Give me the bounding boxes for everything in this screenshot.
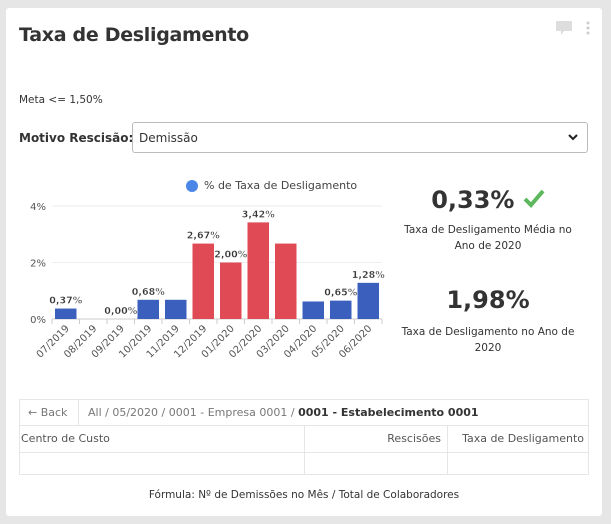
column-header-taxa[interactable]: Taxa de Desligamento (462, 432, 584, 445)
stat-ano-value: 1,98% (446, 286, 530, 314)
breadcrumb: All / 05/2020 / 0001 - Empresa 0001 / 00… (88, 406, 479, 419)
column-header-centro[interactable]: Centro de Custo (20, 426, 305, 452)
widget-card: Taxa de Desligamento Meta <= 1,50% Motiv… (6, 8, 602, 516)
more-options-icon[interactable] (586, 20, 590, 39)
data-label: 0,68% (132, 287, 165, 298)
bar[interactable] (275, 243, 297, 319)
widget-title: Taxa de Desligamento (19, 24, 249, 46)
y-tick-label: 4% (30, 202, 46, 213)
bar[interactable] (330, 300, 352, 319)
stat-ano-label: Taxa de Desligamento no Ano de 2020 (401, 326, 575, 354)
data-label: 2,00% (214, 250, 247, 261)
meta-text: Meta <= 1,50% (19, 94, 103, 106)
motivo-label: Motivo Rescisão: (19, 131, 134, 145)
legend-dot (186, 179, 198, 192)
data-label: 1,28% (352, 270, 385, 281)
bar[interactable] (220, 262, 242, 320)
bar[interactable] (165, 299, 187, 319)
motivo-value: Demissão (139, 131, 198, 145)
data-label: 0,65% (324, 288, 357, 299)
stat-ano: 1,98% Taxa de Desligamento no Ano de 202… (396, 286, 580, 356)
column-header-rescisoes[interactable]: Rescisões (305, 426, 448, 452)
bar[interactable] (137, 299, 160, 319)
drilldown-table: ← Back All / 05/2020 / 0001 - Empresa 00… (19, 399, 589, 475)
bar-chart: 0%2%4%0,37%07/201908/20190,00%09/20190,6… (30, 202, 385, 360)
stat-media: 0,33% Taxa de Desligamento Média no Ano … (396, 186, 580, 254)
stat-media-value: 0,33% (431, 186, 515, 214)
check-icon (523, 186, 545, 214)
back-button[interactable]: ← Back (20, 400, 79, 425)
table-row (20, 453, 588, 474)
bar[interactable] (302, 301, 325, 319)
breadcrumb-all[interactable]: All (88, 406, 102, 419)
formula-text: Fórmula: Nº de Demissões no Mês / Total … (148, 489, 460, 501)
chevron-down-icon (567, 129, 579, 148)
data-label: 2,67% (187, 231, 220, 242)
data-label: 3,42% (242, 209, 275, 220)
chart-legend[interactable]: % de Taxa de Desligamento (186, 179, 357, 192)
data-label: 0,00% (104, 306, 137, 317)
bar[interactable] (247, 222, 270, 319)
breadcrumb-current: 0001 - Estabelecimento 0001 (298, 406, 479, 419)
bar[interactable] (55, 308, 77, 319)
motivo-select[interactable]: Demissão (132, 122, 588, 153)
y-tick-label: 2% (30, 259, 46, 270)
bar[interactable] (357, 282, 380, 319)
y-tick-label: 0% (30, 315, 46, 326)
stat-media-label: Taxa de Desligamento Média no Ano de 202… (404, 224, 572, 252)
breadcrumb-empresa[interactable]: 0001 - Empresa 0001 (168, 406, 288, 419)
comment-icon[interactable] (556, 20, 572, 39)
breadcrumb-month[interactable]: 05/2020 (112, 406, 159, 419)
bar[interactable] (192, 243, 215, 319)
data-label: 0,37% (49, 296, 82, 307)
legend-label: % de Taxa de Desligamento (204, 179, 358, 192)
